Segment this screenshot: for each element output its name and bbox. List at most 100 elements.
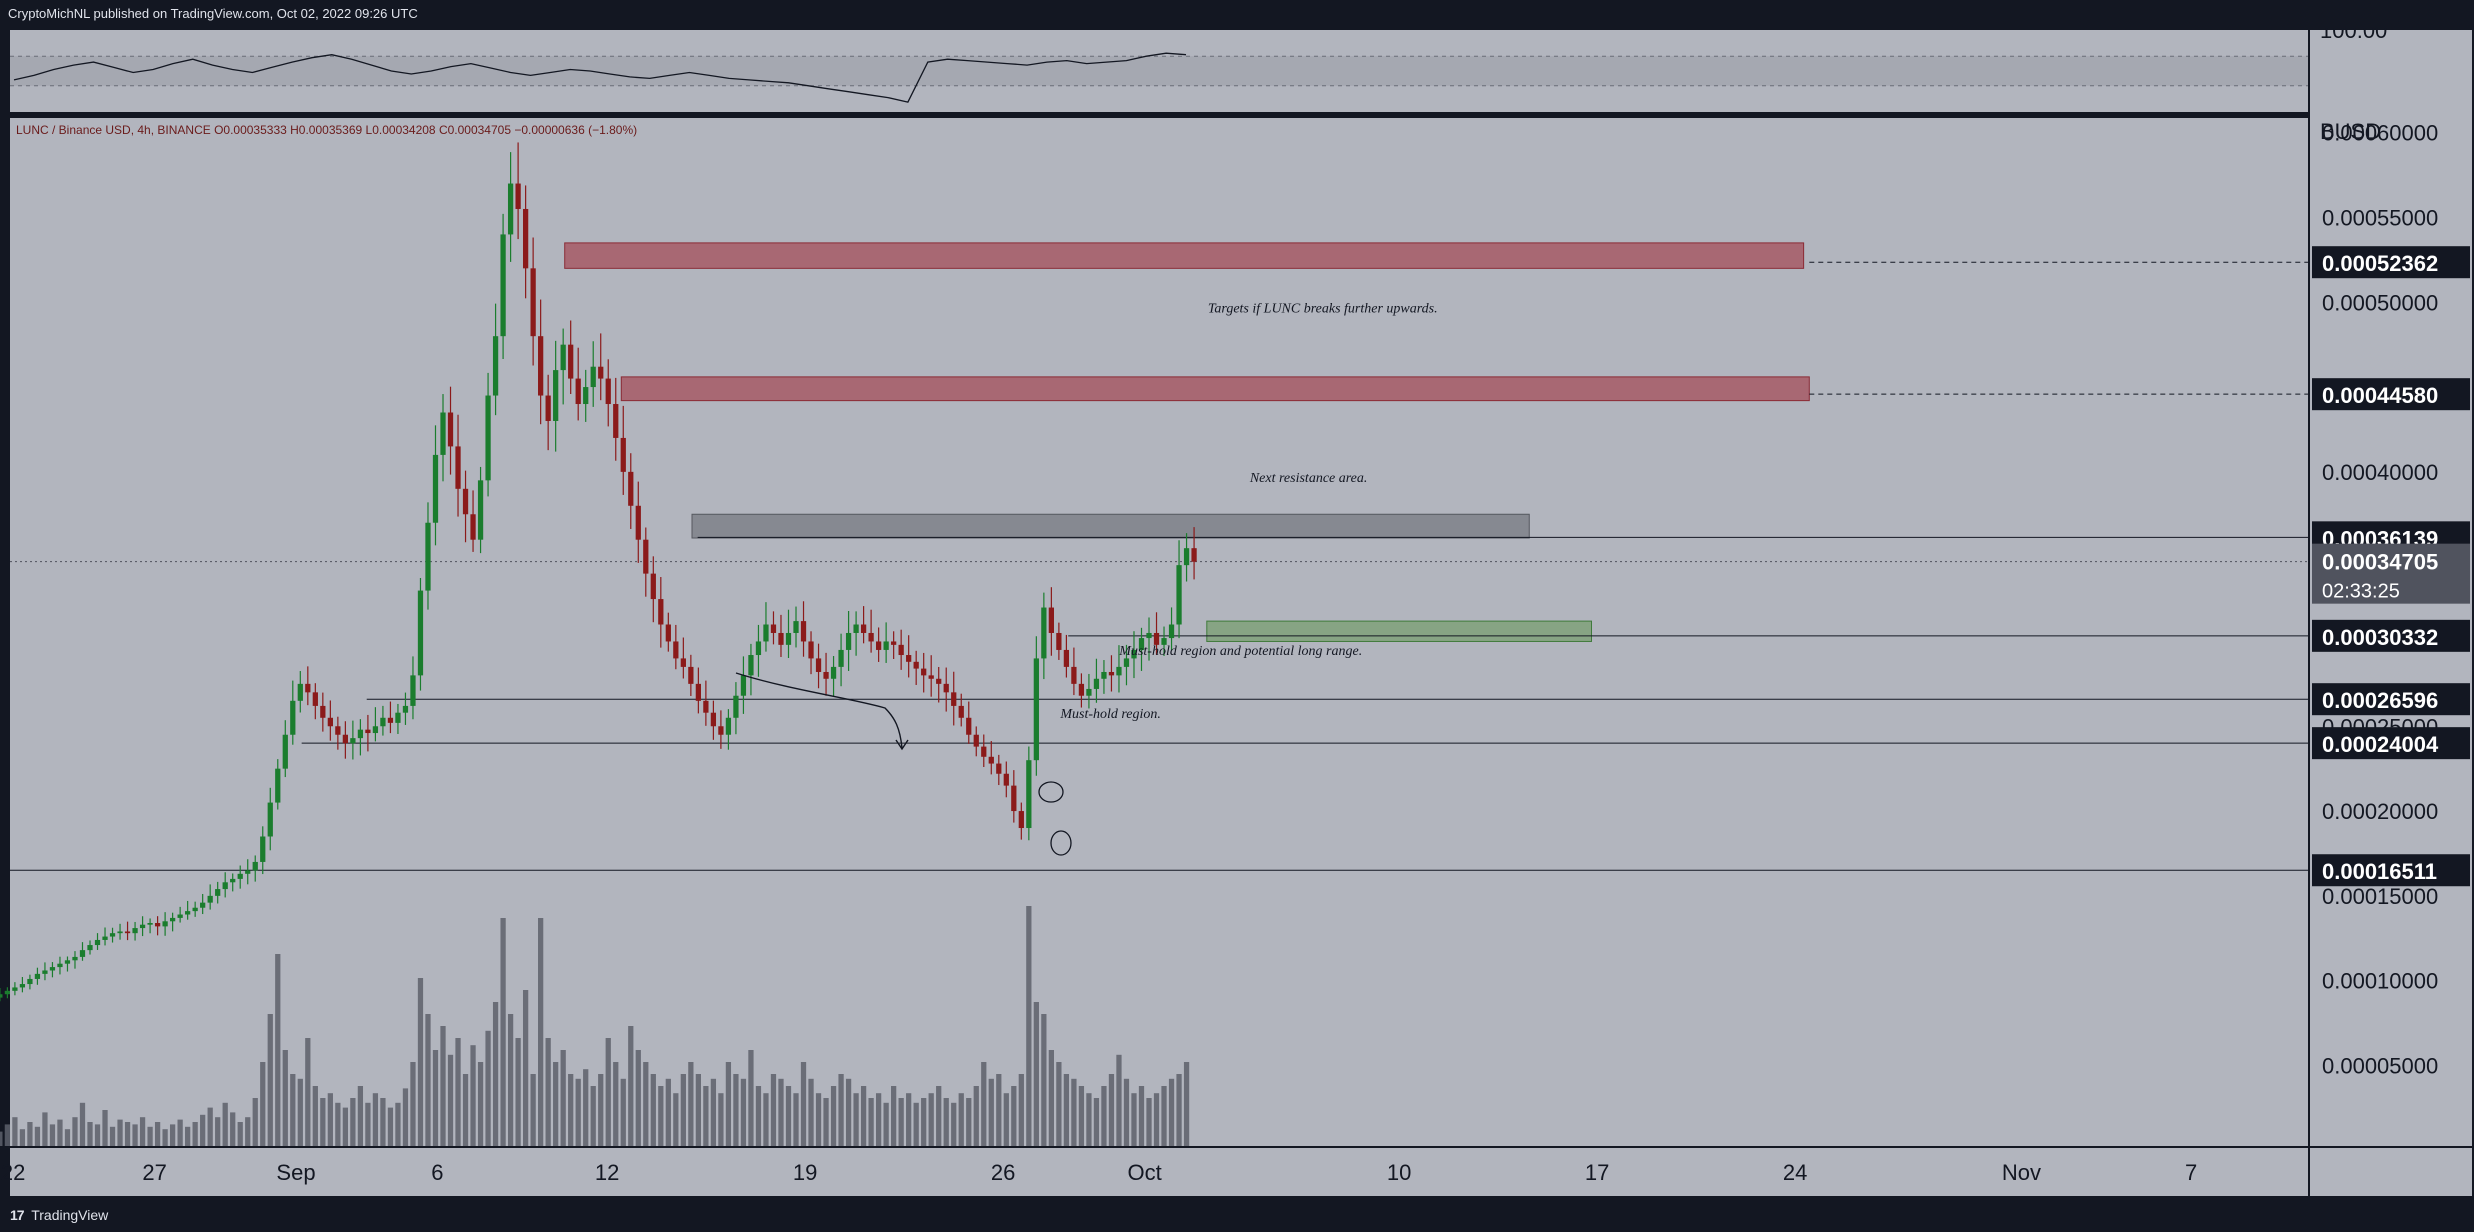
volume-bar: [1153, 1093, 1160, 1146]
candle-body: [740, 675, 747, 696]
candle-body: [365, 729, 371, 734]
candle-body: [1176, 565, 1182, 625]
volume-bar: [1161, 1086, 1167, 1146]
candle-body: [860, 624, 867, 633]
volume-bar: [124, 1122, 131, 1146]
volume-bar: [868, 1098, 874, 1146]
volume-bar: [365, 1102, 371, 1146]
volume-bar: [613, 1062, 619, 1146]
volume-bar: [575, 1078, 581, 1146]
volume-bar: [921, 1098, 927, 1146]
drawings-layer: [735, 672, 1072, 856]
candle-body: [4, 990, 11, 995]
price-level-tag-text: 0.00024004: [2322, 732, 2439, 757]
volume-bar: [305, 1038, 311, 1146]
axis-corner: [2310, 1148, 2472, 1196]
candle-body: [350, 738, 356, 744]
candle-body: [410, 675, 416, 706]
volume-bar: [838, 1074, 844, 1146]
zones-layer: [564, 242, 1810, 642]
volume-bar: [598, 1074, 604, 1146]
candle-body: [237, 873, 243, 879]
volume-bar: [12, 1117, 18, 1146]
candle-body: [260, 836, 266, 862]
volume-bar: [665, 1078, 671, 1146]
annotations-layer: Targets if LUNC breaks further upwards. N…: [1059, 301, 1437, 721]
candle-body: [1153, 632, 1160, 645]
candle-body: [1071, 666, 1077, 684]
time-tick-label: 7: [2185, 1160, 2197, 1185]
candle-body: [853, 624, 859, 633]
candle-body: [432, 454, 439, 523]
candle-body: [1131, 649, 1137, 659]
price-level-tag: [2312, 727, 2470, 760]
volume-bar: [725, 1062, 732, 1146]
candle-body: [996, 763, 1002, 774]
candle-body: [665, 624, 671, 642]
candle-body: [387, 717, 394, 723]
candle-body: [1063, 649, 1070, 667]
price-level-tag-text: 0.00052362: [2322, 251, 2438, 276]
volume-bar: [79, 1102, 86, 1146]
candle-body: [988, 756, 994, 764]
time-tick-label: 17: [1585, 1160, 1609, 1185]
candle-body: [1146, 632, 1152, 639]
volume-bar: [387, 1107, 394, 1146]
candle-body: [305, 683, 311, 693]
volume-bar: [185, 1126, 191, 1146]
volume-bar: [1018, 1074, 1024, 1146]
candle-body: [1026, 760, 1032, 829]
price-level-tag: [2312, 378, 2470, 411]
volume-bar: [177, 1119, 183, 1146]
price-zone: [564, 242, 1805, 269]
candle-body: [1093, 678, 1100, 689]
candle-body: [553, 370, 559, 421]
candle-body: [568, 344, 574, 379]
candle-body: [19, 984, 26, 988]
volume-bar: [943, 1098, 949, 1146]
candle-body: [635, 505, 641, 540]
candle-body: [1191, 548, 1197, 562]
volume-bar: [34, 1126, 41, 1146]
volume-bar: [966, 1098, 972, 1146]
volume-bar: [109, 1126, 116, 1146]
candle-body: [124, 931, 131, 934]
candle-body: [800, 621, 807, 642]
candle-body: [342, 734, 348, 744]
volume-bar: [785, 1086, 792, 1146]
candle-body: [808, 641, 814, 659]
time-tick-label: 26: [991, 1160, 1015, 1185]
volume-bar: [553, 1062, 559, 1146]
candle-body: [1003, 773, 1009, 786]
candle-body: [64, 960, 71, 964]
volume-bar: [823, 1098, 829, 1146]
chart-canvas[interactable]: 100.00 LUNC / Binance USD, 4h, BINANCE O0…: [0, 28, 2474, 1198]
annotation-text: Next resistance area.: [1249, 471, 1368, 486]
price-tick-label: 0.00020000: [2322, 799, 2438, 824]
time-axis-background: [10, 1148, 2308, 1196]
volume-bar: [57, 1119, 63, 1146]
volume-bar: [237, 1122, 243, 1146]
candle-body: [1116, 666, 1122, 676]
volume-bar: [545, 1038, 551, 1146]
candle-body: [267, 802, 273, 837]
candle-body: [718, 726, 724, 735]
volume-bar: [673, 1093, 679, 1146]
candle-body: [1183, 548, 1190, 566]
candle-body: [590, 366, 596, 388]
volume-bar: [94, 1124, 101, 1146]
volume-bar: [522, 990, 529, 1146]
candle-body: [1101, 671, 1107, 679]
candle-body: [500, 234, 506, 337]
volume-bar: [635, 1050, 641, 1146]
volume-bar: [432, 1050, 439, 1146]
volume-bar: [4, 1124, 11, 1146]
volume-bar: [718, 1093, 724, 1146]
candle-body: [485, 395, 491, 481]
volume-bar: [192, 1122, 198, 1146]
volume-bar: [357, 1086, 364, 1146]
time-tick-label: 27: [142, 1160, 166, 1185]
volume-bar: [245, 1117, 251, 1146]
candle-body: [628, 471, 634, 506]
volume-bar: [875, 1093, 882, 1146]
